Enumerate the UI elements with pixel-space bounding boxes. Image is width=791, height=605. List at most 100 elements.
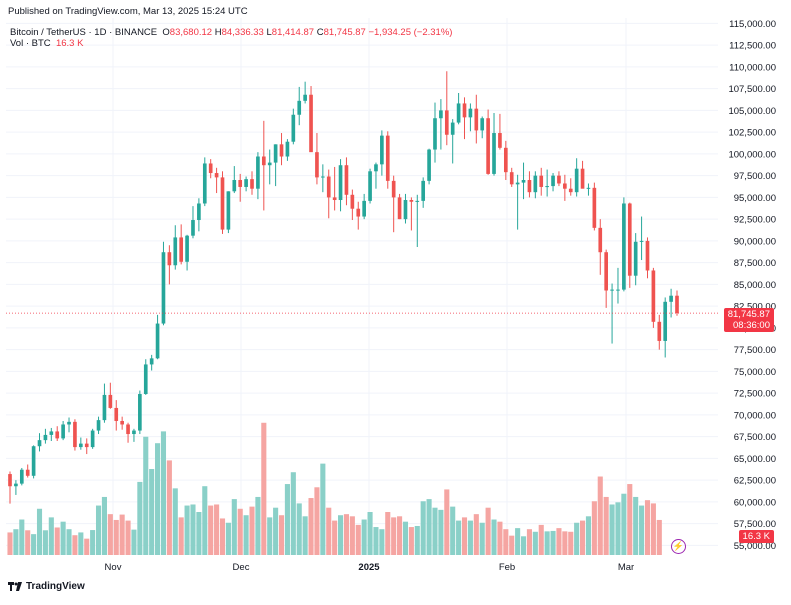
volume-bar — [225, 522, 231, 555]
volume-bar — [373, 527, 379, 555]
volume-bar — [178, 517, 184, 555]
volume-label[interactable]: Vol · BTC — [10, 38, 51, 49]
candle-body — [256, 156, 260, 189]
footer-brand[interactable]: TradingView — [8, 581, 85, 592]
legend-volume: Vol · BTC 16.3 K — [10, 38, 83, 49]
candle-body — [362, 200, 366, 217]
volume-bar — [526, 529, 532, 555]
candle-body — [456, 103, 461, 123]
candle-body — [580, 168, 585, 189]
volume-bar — [473, 514, 479, 555]
volume-bar — [308, 498, 314, 555]
candle-body — [297, 100, 302, 115]
candle-body — [84, 443, 89, 448]
candle-body — [675, 295, 679, 314]
volume-bar — [290, 472, 296, 555]
volume-bar — [302, 516, 308, 555]
volume-bar — [231, 499, 237, 555]
candle-body — [498, 133, 502, 148]
volume-bar — [444, 489, 450, 555]
x-tick-label: Nov — [105, 562, 122, 573]
close-value: 81,745.87 — [323, 27, 366, 38]
candle-body — [563, 183, 567, 189]
candle-body — [385, 135, 390, 181]
volume-bar — [267, 517, 273, 555]
volume-bar — [166, 460, 172, 555]
candles — [8, 71, 679, 504]
volume-bar — [420, 501, 426, 555]
volume-bar — [249, 506, 255, 555]
candle-body — [155, 323, 160, 359]
candle-body — [421, 180, 426, 201]
y-tick-label: 107,500.00 — [728, 84, 776, 95]
last-price-tag: 81,745.87 08:36:00 — [723, 308, 774, 332]
volume-bar — [296, 503, 302, 555]
candle-body — [138, 394, 142, 431]
change-value: −1,934.25 (−2.31%) — [368, 27, 453, 38]
y-tick-label: 67,500.00 — [734, 432, 776, 443]
volume-bar — [597, 476, 603, 555]
candle-body — [191, 220, 195, 236]
candle-body — [391, 180, 396, 198]
volume-bar — [479, 522, 485, 555]
volume-bar — [172, 488, 178, 555]
y-tick-label: 85,000.00 — [734, 280, 776, 291]
candle-body — [49, 431, 54, 435]
candle-body — [433, 118, 437, 150]
open-label: O — [162, 27, 170, 38]
low-label: L — [266, 27, 272, 38]
open-value: 83,680.12 — [169, 27, 213, 38]
volume-bar — [385, 512, 391, 555]
candle-body — [627, 203, 632, 276]
candle-body — [403, 200, 408, 220]
volume-bars — [7, 422, 662, 555]
candle-body — [356, 208, 361, 217]
candle-body — [616, 289, 620, 291]
candle-body — [480, 118, 485, 131]
volume-bar — [243, 515, 249, 555]
volume-bar — [66, 529, 72, 555]
volume-bar — [515, 528, 521, 555]
volume-bar — [432, 507, 438, 555]
y-tick-label: 72,500.00 — [734, 389, 776, 400]
candle-body — [43, 434, 48, 441]
volume-bar — [54, 527, 60, 555]
lightning-icon[interactable]: ⚡ — [671, 539, 686, 554]
volume-bar — [615, 502, 621, 555]
volume-bar — [143, 436, 149, 555]
volume-bar — [255, 496, 261, 555]
candle-body — [344, 165, 349, 195]
volume-bar — [184, 505, 190, 555]
y-tick-label: 110,000.00 — [729, 62, 776, 73]
volume-bar — [367, 512, 373, 555]
volume-bar — [113, 519, 119, 555]
volume-bar — [408, 527, 414, 555]
candle-body — [244, 179, 248, 187]
candle-body — [604, 252, 608, 291]
y-tick-label: 70,000.00 — [734, 410, 776, 421]
volume-bar — [450, 506, 456, 555]
candle-body — [132, 430, 136, 435]
candle-body — [161, 252, 166, 324]
time-axis[interactable]: Nov Dec 2025 Feb Mar — [105, 562, 635, 573]
candle-body — [486, 118, 490, 174]
candle-body — [397, 197, 402, 220]
symbol-label[interactable]: Bitcoin / TetherUS · 1D · BINANCE — [10, 27, 158, 38]
volume-bar — [603, 496, 609, 555]
volume-bar — [25, 530, 31, 555]
volume-bar — [397, 516, 403, 555]
candle-body — [197, 203, 201, 221]
candle-body — [19, 469, 24, 484]
volume-bar — [580, 520, 586, 555]
candle-body — [143, 364, 148, 395]
volume-bar — [284, 484, 290, 555]
volume-bar — [621, 493, 627, 555]
candle-body — [149, 358, 154, 365]
candle-body — [214, 173, 219, 178]
legend-ohlc: Bitcoin / TetherUS · 1D · BINANCE O83,68… — [10, 27, 452, 38]
price-axis[interactable]: 115,000.00 112,500.00 110,000.00 107,500.00… — [728, 19, 776, 552]
candle-body — [503, 147, 508, 173]
volume-bar — [190, 504, 196, 555]
